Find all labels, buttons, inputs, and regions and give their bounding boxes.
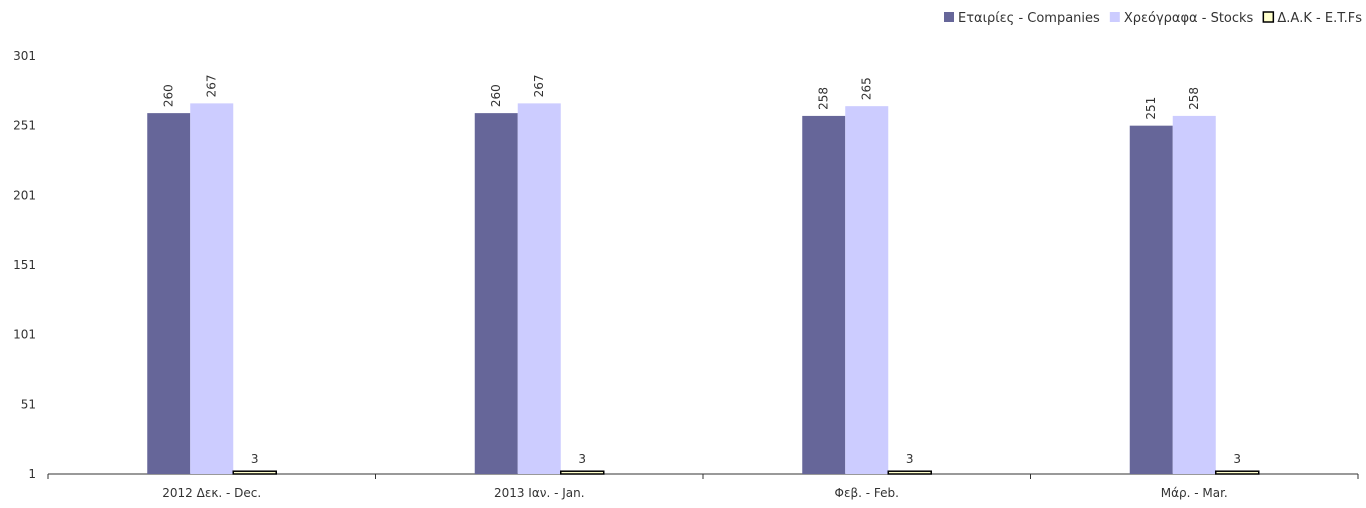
y-tick-label: 251	[13, 119, 36, 133]
bar	[190, 103, 234, 474]
y-tick-label: 51	[21, 397, 36, 411]
bar	[232, 470, 277, 475]
bar	[147, 113, 191, 475]
y-tick-label: 101	[13, 328, 36, 342]
data-label: 267	[205, 74, 219, 97]
data-label: 3	[251, 452, 259, 466]
y-tick-label: 151	[13, 258, 36, 272]
y-tick-label: 1	[28, 467, 36, 481]
bar	[802, 115, 846, 474]
legend-swatch	[1262, 11, 1275, 23]
bar	[560, 470, 605, 475]
bar	[517, 103, 561, 474]
data-label: 258	[1187, 87, 1201, 110]
bar	[474, 113, 518, 475]
y-tick-label: 201	[13, 188, 36, 202]
data-label: 3	[1233, 452, 1241, 466]
data-label: 260	[162, 84, 176, 107]
legend-label: Εταιρίες - Companies	[958, 11, 1100, 26]
legend-label: Χρεόγραφα - Stocks	[1124, 11, 1254, 26]
y-tick-label: 301	[13, 49, 36, 63]
legend-swatch	[1109, 12, 1120, 22]
data-label: 3	[578, 452, 586, 466]
bar	[845, 106, 889, 474]
data-label: 251	[1144, 97, 1158, 120]
data-label: 260	[489, 84, 503, 107]
bar	[1215, 470, 1260, 475]
legend-label: Δ.Α.Κ - E.T.Fs	[1277, 11, 1362, 26]
x-tick-label: 2012 Δεκ. - Dec.	[162, 486, 261, 500]
x-tick-label: 2013 Ιαν. - Jan.	[494, 486, 585, 500]
data-label: 265	[860, 77, 874, 100]
data-label: 267	[532, 74, 546, 97]
x-tick-label: Φεβ. - Feb.	[835, 486, 899, 500]
data-label: 3	[906, 452, 914, 466]
x-tick-label: Μάρ. - Mar.	[1161, 486, 1228, 500]
bar	[1172, 115, 1216, 474]
legend-swatch	[944, 12, 954, 22]
bar	[887, 470, 932, 475]
bar	[1129, 125, 1173, 475]
data-label: 258	[817, 87, 831, 110]
